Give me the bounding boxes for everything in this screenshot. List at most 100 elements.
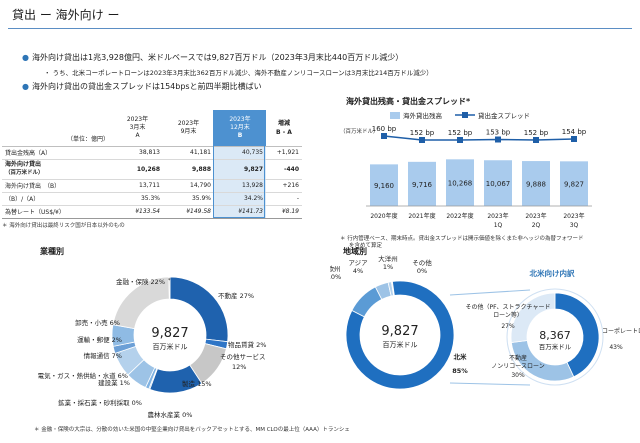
row-label: 為替レート（US$/¥） <box>2 205 112 219</box>
na-center-unit: 百万米ドル <box>539 342 572 351</box>
cell-a: 10,268 <box>112 159 163 180</box>
spread-label: 152 bp <box>410 129 435 137</box>
industry-label: 製造 15% <box>182 379 212 388</box>
cell-c: 13,928 <box>214 179 266 193</box>
col-header-a: 2023年 3月末 A <box>112 110 163 147</box>
industry-label: 電気・ガス・熱供給・水道 6% <box>38 371 128 380</box>
x-tick-label-sub: 2Q <box>532 222 541 229</box>
industry-center-unit: 百万米ドル <box>153 342 188 351</box>
industry-label: 農林水産業 0% <box>148 410 193 419</box>
row-label: 貸出金残高（A） <box>2 146 112 160</box>
bar-chart-title: 海外貸出残高・貸出金スプレッド* <box>346 97 471 106</box>
bar-chart-note1: ＊ 行内管理ベース、期末時点。貸出金スプレッドは開示価値を除くまた非ヘッジの為替… <box>340 236 584 242</box>
col-d-line2: B - A <box>276 128 292 136</box>
spread-label: 152 bp <box>524 129 549 137</box>
bullet-dot: ● <box>22 53 29 62</box>
industry-asterisk: * <box>168 278 171 284</box>
cell-d: ¥8.19 <box>266 205 302 219</box>
connector-bottom <box>449 382 531 386</box>
region-label: その他 <box>412 258 432 267</box>
cell-d: +1,921 <box>266 146 302 160</box>
region-center-value: 9,827 <box>381 324 418 339</box>
connector-top <box>449 289 531 296</box>
spread-line <box>383 135 575 141</box>
col-a-line2: 3月末 <box>129 123 146 131</box>
industry-label: 運輸・郵便 2% <box>77 335 122 344</box>
na-label-pct: 43% <box>609 344 623 351</box>
col-c-line1: 2023年 <box>229 115 251 123</box>
region-label: 大洋州 <box>378 255 398 263</box>
na-label-pct: 30% <box>511 372 525 379</box>
cell-b: 35.9% <box>163 192 214 206</box>
industry-label: その他サービス <box>220 352 266 361</box>
legend-line-label: 貸出金スプレッド <box>478 112 530 120</box>
x-tick-label: 2020年度 <box>370 212 397 220</box>
na-label: その他（PF、ストラクチャード <box>465 303 550 311</box>
region-label-pct: 0% <box>417 267 427 275</box>
industry-label: 情報通信 7% <box>84 351 122 360</box>
cell-d: +216 <box>266 179 302 193</box>
loan-table: （単位：億円） 2023年 3月末 A 2023年 9月末 2023年 12月末… <box>2 110 302 219</box>
page-title: 貸出 ー 海外向け ー <box>12 8 120 22</box>
bullet-1-text: 海外向け貸出は1兆3,928億円、米ドルベースでは9,827百万ドル（2023年… <box>31 53 404 62</box>
region-label: 北米 <box>454 352 468 361</box>
bar <box>446 159 474 206</box>
industry-footnote: ＊ 金融・保険の大宗は、分散の効いた米国の中堅企業向け貸出をバックアセットとする… <box>34 427 350 433</box>
industry-center-value: 9,827 <box>151 326 188 341</box>
na-center-value: 8,367 <box>539 329 571 342</box>
col-d-line1: 増減 <box>277 119 290 127</box>
bullet-dot: ● <box>22 82 29 91</box>
x-tick-label: 2022年度 <box>446 212 473 220</box>
x-tick-label: 2023年 <box>487 212 508 220</box>
x-tick-label-sub: 3Q <box>570 222 579 229</box>
region-label-pct: 85% <box>452 367 468 375</box>
spread-label: 154 bp <box>562 128 587 136</box>
table-row: 為替レート（US$/¥） ¥133.54 ¥149.58 ¥141.73 ¥8.… <box>2 205 302 219</box>
bar-value-label: 10,268 <box>448 180 473 188</box>
bullet-1-sub-text: うち、北米コーポレートローンは2023年3月末比362百万ドル減少、海外不動産ノ… <box>52 69 433 77</box>
region-title: 地域別 <box>343 247 367 256</box>
region-label: 欧州 <box>330 264 341 273</box>
cell-b: 41,181 <box>163 146 214 160</box>
spread-marker <box>457 137 463 143</box>
col-a-line3: A <box>135 131 140 139</box>
spread-label: 152 bp <box>448 129 473 137</box>
cell-c: 9,827 <box>214 159 266 180</box>
region-label-pct: 4% <box>353 267 363 275</box>
bar-value-label: 9,716 <box>412 181 433 189</box>
col-c-line2: 12月末 <box>230 123 250 131</box>
row-label: （B）/（A） <box>2 192 112 206</box>
bar <box>522 161 550 206</box>
x-tick-label: 2023年 <box>525 212 546 220</box>
table-row: 貸出金残高（A） 38,813 41,181 40,735 +1,921 <box>2 146 302 160</box>
table-row: 海外向け貸出 （百万米ドル） 10,268 9,888 9,827 -440 <box>2 159 302 180</box>
col-header-d: 増減 B - A <box>266 110 302 147</box>
col-b-line2: 9月末 <box>180 127 197 135</box>
region-label: アジア <box>348 259 368 267</box>
na-label-line2: ローン等） <box>493 311 523 319</box>
region-slice <box>345 280 455 390</box>
industry-label: 鉱業・採石業・砂利採取 0% <box>58 398 142 407</box>
spread-label: 153 bp <box>486 129 511 137</box>
bar-chart-unit: （百万米ドル） <box>340 129 379 135</box>
cell-a: 13,711 <box>112 179 163 193</box>
industry-title: 業種別 <box>40 247 64 256</box>
table-unit: （単位：億円） <box>2 110 112 147</box>
cell-b: 9,888 <box>163 159 214 180</box>
bar <box>560 161 588 206</box>
cell-d: -440 <box>266 159 302 180</box>
row-label: 海外向け貸出 （B） <box>2 179 112 193</box>
legend-line-swatch <box>455 112 475 118</box>
na-label-line2: ノンリコースローン <box>491 363 544 370</box>
col-b-line1: 2023年 <box>177 119 200 127</box>
cell-a: ¥133.54 <box>112 205 163 219</box>
table-header-row: （単位：億円） 2023年 3月末 A 2023年 9月末 2023年 12月末… <box>2 110 302 147</box>
title-divider <box>8 28 632 29</box>
cell-a: 35.3% <box>112 192 163 206</box>
bullet-2-text: 海外向け貸出の貸出金スプレッドは154bpsと前四半期比横ばい <box>31 82 262 91</box>
spread-label: 160 bp <box>372 125 397 133</box>
cell-a: 38,813 <box>112 146 163 160</box>
bullet-2: ● 海外向け貸出の貸出金スプレッドは154bpsと前四半期比横ばい <box>22 81 262 92</box>
region-label-pct: 10% <box>330 273 341 281</box>
